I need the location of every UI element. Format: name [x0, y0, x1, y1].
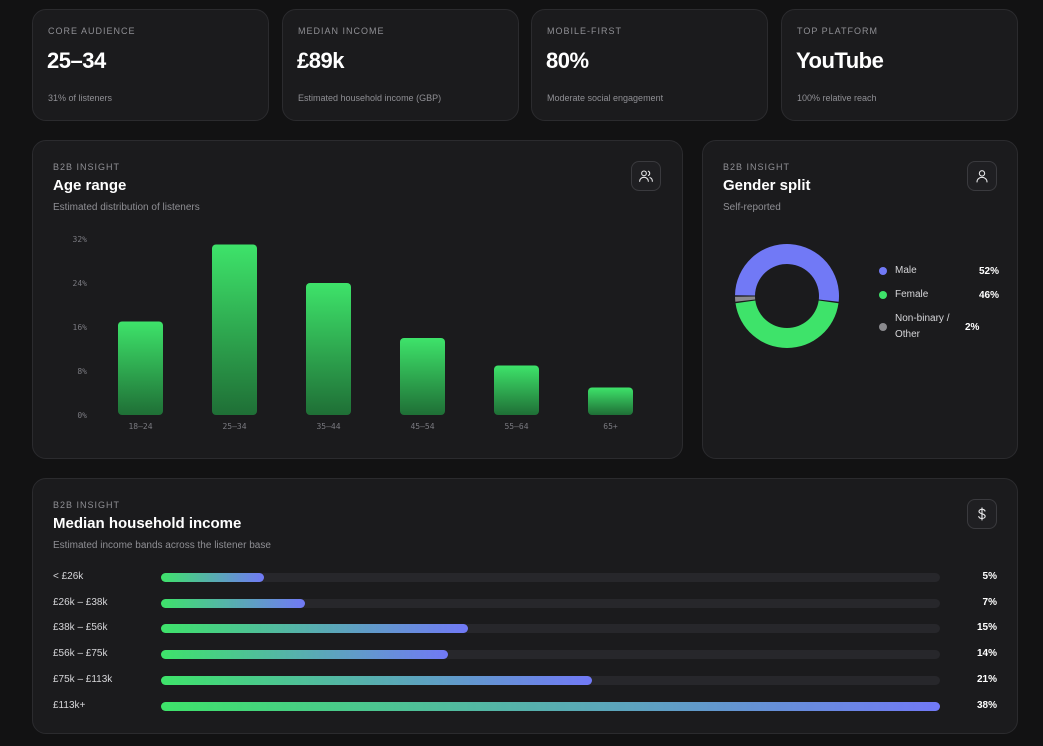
income-band-label: £75k – £113k — [53, 674, 113, 685]
legend-dot — [879, 291, 887, 299]
legend-value: 46% — [978, 289, 999, 301]
x-tick-label: 65+ — [603, 422, 618, 431]
income-bar-fill — [161, 573, 264, 582]
income-bar-track — [161, 702, 940, 711]
x-tick-label: 25–34 — [222, 422, 246, 431]
stat-card-mobile-first: MOBILE-FIRST 80% Moderate social engagem… — [531, 9, 768, 121]
donut-slice-non-binary-other[interactable] — [735, 296, 756, 302]
bar-35–44[interactable] — [306, 283, 351, 415]
income-row: £26k – £38k 7% — [53, 596, 997, 610]
income-band-label: £56k – £75k — [53, 648, 108, 659]
users-icon[interactable] — [631, 161, 661, 191]
stat-label: MOBILE-FIRST — [547, 26, 623, 36]
stat-subtext: Estimated household income (GBP) — [298, 93, 442, 103]
stat-subtext: Moderate social engagement — [547, 93, 664, 103]
gender-split-card: B2B INSIGHT Gender split Self-reported M… — [702, 140, 1018, 459]
income-band-pct: 21% — [976, 674, 997, 685]
bar-65+[interactable] — [588, 387, 633, 416]
stat-card-core-audience: CORE AUDIENCE 25–34 31% of listeners — [32, 9, 269, 121]
gender-description: Self-reported — [723, 202, 781, 213]
stat-subtext: 100% relative reach — [797, 93, 877, 103]
income-band-pct: 7% — [982, 597, 997, 608]
income-bar-fill — [161, 650, 448, 659]
income-band-pct: 14% — [976, 648, 997, 659]
legend-item-female: Female 46% — [879, 287, 999, 303]
legend-item-male: Male 52% — [879, 263, 999, 279]
income-bar-fill — [161, 676, 592, 685]
stat-value: £89k — [297, 48, 344, 73]
x-tick-label: 55–64 — [504, 422, 528, 431]
bar-45–54[interactable] — [400, 338, 445, 415]
income-card: B2B INSIGHT Median household income Esti… — [32, 478, 1018, 734]
bar-18–24[interactable] — [118, 321, 163, 416]
legend-value: 2% — [965, 321, 980, 333]
bar-25–34[interactable] — [212, 244, 257, 416]
income-bar-track — [161, 599, 940, 608]
income-row: £113k+ 38% — [53, 699, 997, 713]
income-bar-fill — [161, 702, 940, 711]
gender-title: Gender split — [723, 177, 811, 194]
income-row: £38k – £56k 15% — [53, 621, 997, 635]
legend-label: Male — [895, 265, 917, 276]
bar-55–64[interactable] — [494, 365, 539, 416]
stat-label: MEDIAN INCOME — [298, 26, 385, 36]
x-tick-label: 35–44 — [316, 422, 340, 431]
age-eyebrow: B2B INSIGHT — [53, 162, 121, 172]
income-band-pct: 15% — [976, 622, 997, 633]
age-range-card: B2B INSIGHT Age range Estimated distribu… — [32, 140, 683, 459]
legend-value: 52% — [978, 265, 999, 277]
y-tick-label: 24% — [73, 279, 88, 288]
income-band-pct: 38% — [976, 700, 997, 711]
legend-label: Non-binary / Other — [895, 313, 950, 340]
stat-label: CORE AUDIENCE — [48, 26, 136, 36]
stat-value: YouTube — [796, 48, 884, 73]
donut-slice-female[interactable] — [735, 300, 839, 349]
stat-card-median-income: MEDIAN INCOME £89k Estimated household i… — [282, 9, 519, 121]
income-bar-track — [161, 573, 940, 582]
age-bar-chart: 0% 8% 16% 24% 32% 18–24 25–34 35–44 45–54 55–64 65… — [73, 235, 633, 431]
income-band-label: £38k – £56k — [53, 622, 108, 633]
user-icon[interactable] — [967, 161, 997, 191]
legend-label: Female — [895, 289, 929, 300]
income-bar-track — [161, 676, 940, 685]
legend-item-other: Non-binary / Other 2% — [879, 311, 999, 343]
income-band-label: < £26k — [53, 571, 84, 582]
stat-subtext: 31% of listeners — [48, 93, 113, 103]
legend-dot — [879, 267, 887, 275]
x-tick-label: 45–54 — [410, 422, 434, 431]
dollar-icon[interactable] — [967, 499, 997, 529]
gender-eyebrow: B2B INSIGHT — [723, 162, 791, 172]
income-title: Median household income — [53, 515, 242, 532]
y-tick-label: 8% — [77, 367, 87, 376]
y-tick-label: 32% — [73, 235, 88, 244]
income-band-label: £26k – £38k — [53, 597, 108, 608]
income-eyebrow: B2B INSIGHT — [53, 500, 121, 510]
stat-card-top-platform: TOP PLATFORM YouTube 100% relative reach — [781, 9, 1018, 121]
x-tick-label: 18–24 — [128, 422, 152, 431]
legend-dot — [879, 323, 887, 331]
y-tick-label: 0% — [77, 411, 87, 420]
y-tick-label: 16% — [73, 323, 88, 332]
income-bar-track — [161, 624, 940, 633]
income-bar-track — [161, 650, 940, 659]
income-row: £56k – £75k 14% — [53, 647, 997, 661]
income-band-label: £113k+ — [53, 700, 86, 711]
stat-value: 25–34 — [47, 48, 106, 73]
age-title: Age range — [53, 177, 127, 194]
income-bar-fill — [161, 624, 469, 633]
donut-slice-male[interactable] — [735, 244, 839, 302]
income-band-pct: 5% — [982, 571, 997, 582]
stat-value: 80% — [546, 48, 589, 73]
income-bar-fill — [161, 599, 305, 608]
income-row: < £26k 5% — [53, 570, 997, 584]
gender-donut-chart — [735, 244, 839, 349]
income-description: Estimated income bands across the listen… — [53, 540, 271, 551]
age-description: Estimated distribution of listeners — [53, 202, 200, 213]
income-row: £75k – £113k 21% — [53, 673, 997, 687]
stat-label: TOP PLATFORM — [797, 26, 879, 36]
